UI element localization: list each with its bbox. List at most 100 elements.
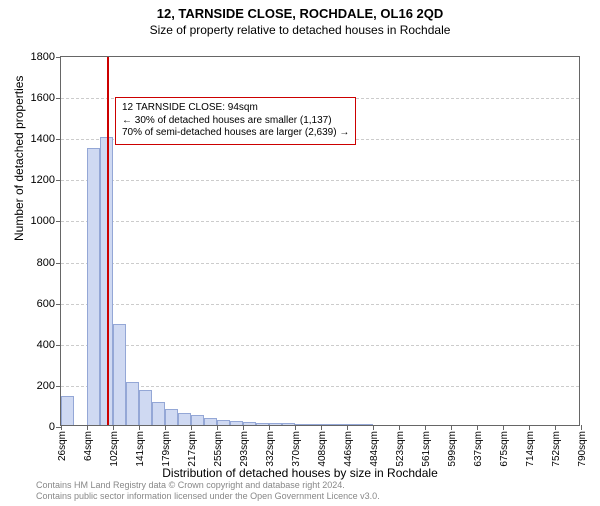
footer-line-1: Contains HM Land Registry data © Crown c…	[36, 480, 380, 491]
xtick-mark	[165, 425, 166, 430]
histogram-bar	[139, 390, 152, 425]
xtick-mark	[451, 425, 452, 430]
ytick-label: 1200	[31, 174, 55, 186]
xtick-mark	[139, 425, 140, 430]
xtick-label: 332sqm	[265, 431, 276, 467]
histogram-bar	[295, 424, 308, 425]
ytick-mark	[56, 57, 61, 58]
histogram-bar	[256, 423, 269, 425]
xtick-label: 102sqm	[109, 431, 120, 467]
xtick-label: 370sqm	[291, 431, 302, 467]
xtick-mark	[269, 425, 270, 430]
ytick-label: 1600	[31, 92, 55, 104]
xtick-mark	[295, 425, 296, 430]
reference-line	[107, 57, 109, 425]
histogram-bar	[217, 420, 230, 425]
histogram-bar	[204, 418, 217, 425]
ytick-label: 1400	[31, 133, 55, 145]
ytick-mark	[56, 98, 61, 99]
xtick-label: 523sqm	[395, 431, 406, 467]
xtick-mark	[581, 425, 582, 430]
ytick-mark	[56, 263, 61, 264]
xtick-label: 408sqm	[317, 431, 328, 467]
xtick-mark	[61, 425, 62, 430]
xtick-label: 714sqm	[525, 431, 536, 467]
xtick-mark	[373, 425, 374, 430]
xtick-label: 217sqm	[187, 431, 198, 467]
xtick-label: 446sqm	[343, 431, 354, 467]
ytick-mark	[56, 304, 61, 305]
chart-title: 12, TARNSIDE CLOSE, ROCHDALE, OL16 2QD	[0, 6, 600, 21]
xtick-mark	[113, 425, 114, 430]
xtick-mark	[191, 425, 192, 430]
xtick-label: 26sqm	[57, 431, 68, 461]
ytick-mark	[56, 139, 61, 140]
xtick-label: 255sqm	[213, 431, 224, 467]
gridline	[61, 221, 579, 222]
xtick-mark	[347, 425, 348, 430]
xtick-mark	[503, 425, 504, 430]
histogram-bar	[282, 423, 295, 425]
annotation-line: 12 TARNSIDE CLOSE: 94sqm	[122, 102, 349, 115]
xtick-mark	[399, 425, 400, 430]
gridline	[61, 304, 579, 305]
histogram-bar	[347, 424, 360, 425]
xtick-label: 790sqm	[577, 431, 588, 467]
xtick-label: 637sqm	[473, 431, 484, 467]
gridline	[61, 345, 579, 346]
xtick-mark	[243, 425, 244, 430]
histogram-bar	[87, 148, 100, 426]
chart-subtitle: Size of property relative to detached ho…	[0, 23, 600, 37]
histogram-bar	[360, 424, 373, 425]
histogram-bar	[113, 324, 126, 425]
chart-area: 02004006008001000120014001600180026sqm64…	[60, 56, 580, 426]
xtick-label: 675sqm	[499, 431, 510, 467]
ytick-mark	[56, 345, 61, 346]
xtick-label: 561sqm	[421, 431, 432, 467]
xtick-label: 599sqm	[447, 431, 458, 467]
xtick-label: 752sqm	[551, 431, 562, 467]
xtick-mark	[217, 425, 218, 430]
ytick-label: 0	[49, 421, 55, 433]
xtick-mark	[87, 425, 88, 430]
y-axis-label: Number of detached properties	[12, 76, 26, 241]
xtick-label: 293sqm	[239, 431, 250, 467]
annotation-line: 70% of semi-detached houses are larger (…	[122, 127, 349, 140]
footer-line-2: Contains public sector information licen…	[36, 491, 380, 502]
histogram-bar	[230, 421, 243, 425]
histogram-bar	[191, 415, 204, 425]
xtick-label: 179sqm	[161, 431, 172, 467]
xtick-mark	[555, 425, 556, 430]
ytick-label: 200	[37, 380, 55, 392]
footer-attribution: Contains HM Land Registry data © Crown c…	[36, 480, 380, 502]
xtick-mark	[425, 425, 426, 430]
annotation-line: ← 30% of detached houses are smaller (1,…	[122, 115, 349, 128]
ytick-label: 1800	[31, 51, 55, 63]
histogram-bar	[334, 424, 347, 425]
histogram-bar	[269, 423, 282, 425]
ytick-mark	[56, 221, 61, 222]
xtick-mark	[477, 425, 478, 430]
xtick-mark	[529, 425, 530, 430]
x-axis-label: Distribution of detached houses by size …	[0, 466, 600, 480]
xtick-label: 64sqm	[83, 431, 94, 461]
ytick-label: 800	[37, 257, 55, 269]
histogram-bar	[126, 382, 139, 425]
annotation-box: 12 TARNSIDE CLOSE: 94sqm← 30% of detache…	[115, 97, 356, 145]
xtick-mark	[321, 425, 322, 430]
histogram-bar	[243, 422, 256, 425]
histogram-bar	[61, 396, 74, 425]
histogram-bar	[321, 424, 334, 425]
histogram-bar	[308, 424, 321, 425]
xtick-label: 484sqm	[369, 431, 380, 467]
gridline	[61, 180, 579, 181]
histogram-bar	[178, 413, 191, 425]
ytick-mark	[56, 386, 61, 387]
histogram-bar	[152, 402, 165, 425]
histogram-bar	[165, 409, 178, 425]
gridline	[61, 263, 579, 264]
ytick-label: 1000	[31, 215, 55, 227]
plot-area: 02004006008001000120014001600180026sqm64…	[60, 56, 580, 426]
xtick-label: 141sqm	[135, 431, 146, 467]
ytick-mark	[56, 180, 61, 181]
